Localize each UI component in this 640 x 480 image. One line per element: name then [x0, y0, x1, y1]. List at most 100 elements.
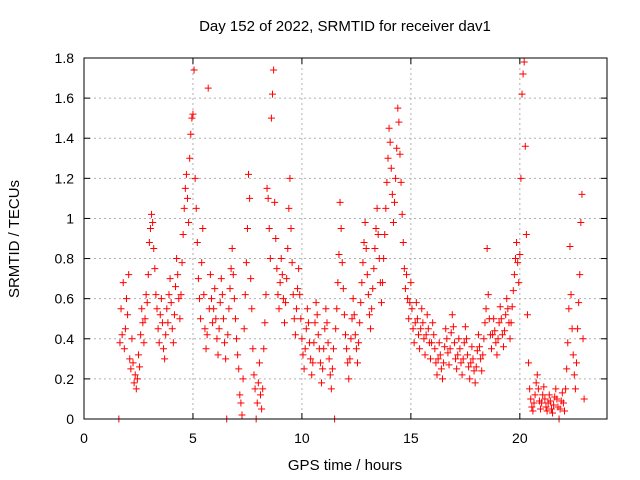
x-tick-label: 15 — [403, 430, 419, 446]
data-point — [428, 339, 436, 347]
data-point — [163, 305, 171, 313]
data-point — [452, 355, 460, 363]
data-point — [310, 339, 318, 347]
data-point — [267, 114, 275, 122]
data-point — [447, 329, 455, 337]
data-point — [302, 325, 310, 333]
data-point — [564, 339, 572, 347]
data-point — [119, 279, 127, 287]
data-point — [186, 154, 194, 162]
data-point — [501, 327, 509, 335]
data-point — [456, 345, 464, 353]
data-point — [537, 405, 545, 413]
data-point — [520, 58, 528, 66]
data-point — [296, 291, 304, 299]
data-point — [287, 224, 295, 232]
y-tick-label: 0 — [66, 411, 74, 427]
data-point — [471, 379, 479, 387]
data-point — [558, 389, 566, 397]
data-point — [382, 204, 390, 212]
data-point — [132, 385, 140, 393]
data-point — [334, 279, 342, 287]
data-point — [162, 331, 170, 339]
data-point — [353, 359, 361, 367]
data-point — [282, 299, 290, 307]
data-point — [464, 351, 472, 359]
x-axis-label: GPS time / hours — [288, 457, 402, 474]
data-point — [404, 295, 412, 303]
data-point — [145, 239, 153, 247]
data-point — [365, 311, 373, 319]
data-point — [350, 311, 358, 319]
data-point — [575, 299, 583, 307]
data-point — [166, 275, 174, 283]
data-point — [276, 279, 284, 287]
data-point — [467, 359, 475, 367]
data-point — [498, 331, 506, 339]
data-point — [374, 230, 382, 238]
data-point — [164, 319, 172, 327]
data-point — [226, 285, 234, 293]
data-point — [263, 184, 271, 192]
x-tick-label: 5 — [189, 430, 197, 446]
data-point — [369, 285, 377, 293]
data-point — [421, 351, 429, 359]
data-point — [442, 325, 450, 333]
data-point — [571, 385, 579, 393]
data-point — [343, 345, 351, 353]
data-point — [212, 315, 220, 323]
data-point — [308, 371, 316, 379]
data-point — [407, 279, 415, 287]
data-point — [335, 251, 343, 259]
data-point — [325, 355, 333, 363]
data-point — [277, 255, 285, 263]
data-point — [141, 315, 149, 323]
data-point — [201, 325, 209, 333]
data-point — [491, 327, 499, 335]
data-point — [420, 335, 428, 343]
data-point — [389, 218, 397, 226]
data-point — [149, 218, 157, 226]
data-point — [460, 339, 468, 347]
data-point — [279, 295, 287, 303]
data-point — [497, 315, 505, 323]
data-point — [197, 315, 205, 323]
data-point — [133, 375, 141, 383]
data-point — [397, 178, 405, 186]
data-point — [449, 323, 457, 331]
data-point — [203, 331, 211, 339]
data-point — [372, 224, 380, 232]
data-point — [502, 311, 510, 319]
y-tick-label: 1.2 — [55, 170, 75, 186]
data-point — [419, 319, 427, 327]
data-point — [278, 271, 286, 279]
data-point — [578, 190, 586, 198]
data-point — [508, 303, 516, 311]
data-point — [125, 271, 133, 279]
data-point — [580, 395, 588, 403]
y-tick-label: 1.4 — [55, 130, 75, 146]
data-point — [435, 339, 443, 347]
data-point — [529, 407, 537, 415]
data-point — [440, 359, 448, 367]
data-point — [304, 319, 312, 327]
data-point — [516, 251, 524, 259]
data-point — [311, 319, 319, 327]
data-point — [151, 265, 159, 273]
data-point — [167, 299, 175, 307]
data-point — [316, 359, 324, 367]
data-point — [290, 315, 298, 323]
data-point — [530, 399, 538, 407]
data-point — [546, 397, 554, 405]
data-point — [533, 371, 541, 379]
data-point — [511, 255, 519, 263]
data-point — [386, 138, 394, 146]
data-points — [115, 58, 588, 423]
data-point — [249, 345, 257, 353]
data-point — [519, 70, 527, 78]
data-point — [193, 239, 201, 247]
data-point — [126, 355, 134, 363]
data-point — [257, 391, 265, 399]
data-point — [131, 371, 139, 379]
data-point — [384, 154, 392, 162]
